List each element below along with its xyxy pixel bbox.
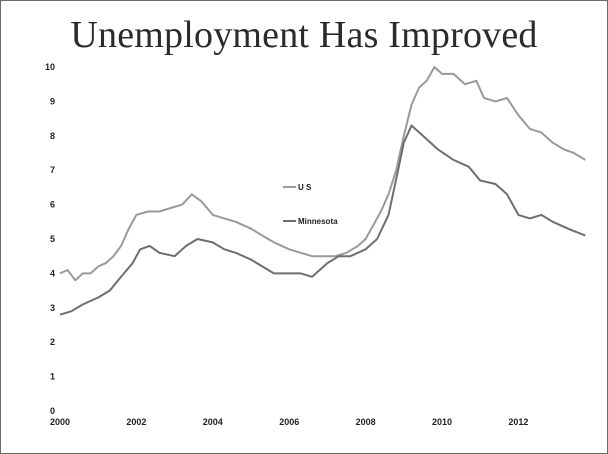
y-tick-label: 6 (50, 200, 55, 210)
y-tick-label: 8 (50, 131, 55, 141)
x-tick-label: 2012 (508, 417, 528, 427)
x-tick-label: 2000 (50, 417, 70, 427)
legend-label: U S (298, 183, 312, 192)
y-tick-label: 10 (45, 62, 55, 72)
legend-label: Minnesota (298, 217, 338, 226)
y-tick-label: 5 (50, 234, 55, 244)
x-tick-label: 2008 (356, 417, 376, 427)
y-tick-label: 0 (50, 406, 55, 416)
x-tick-label: 2006 (279, 417, 299, 427)
y-tick-label: 4 (50, 268, 55, 278)
y-tick-label: 7 (50, 165, 55, 175)
series-line-u-s (59, 66, 586, 282)
y-tick-label: 2 (50, 337, 55, 347)
chart-title: Unemployment Has Improved (70, 14, 538, 56)
y-tick-label: 9 (50, 96, 55, 106)
x-tick-label: 2004 (203, 417, 223, 427)
y-tick-label: 1 (50, 372, 55, 382)
x-tick-label: 2002 (126, 417, 146, 427)
series-line-minnesota (59, 124, 586, 316)
y-tick-label: 3 (50, 303, 55, 313)
x-tick-label: 2010 (432, 417, 452, 427)
